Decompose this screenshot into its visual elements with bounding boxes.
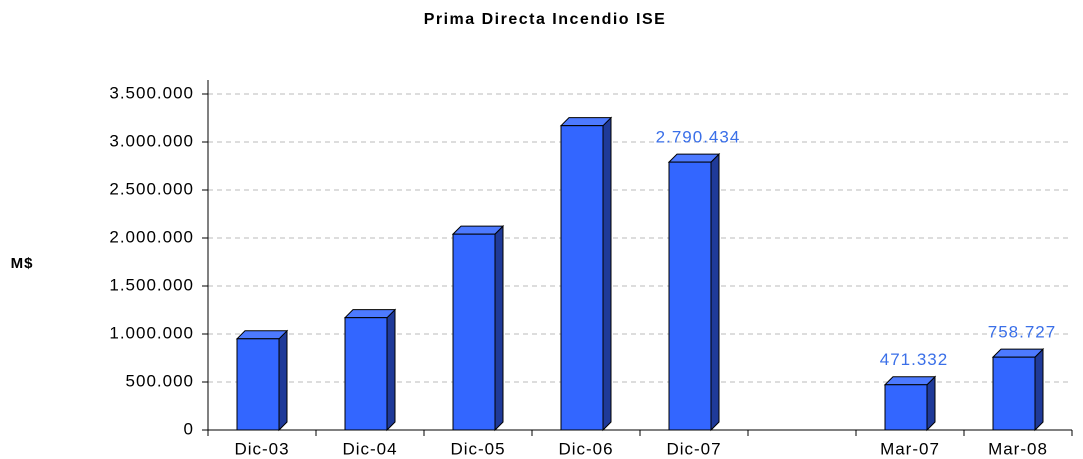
x-tick-label: Dic-07	[666, 439, 721, 458]
value-label: 471.332	[880, 350, 948, 369]
bar-side	[926, 375, 936, 432]
x-tick-label: Dic-05	[450, 439, 505, 458]
y-tick-label: 0	[184, 419, 194, 438]
bar-top	[451, 225, 505, 235]
bar-top	[235, 330, 289, 340]
bar	[668, 161, 712, 431]
y-axis-label: M$	[11, 255, 34, 272]
y-tick-label: 500.000	[126, 371, 194, 390]
bar-top	[883, 376, 937, 386]
bar-side	[494, 224, 504, 432]
bar-side	[602, 116, 612, 432]
y-tick-label: 2.500.000	[109, 179, 194, 198]
bar-top	[343, 309, 397, 319]
y-tick-label: 3.500.000	[109, 83, 194, 102]
value-label: 2.790.434	[656, 128, 741, 147]
value-label: 758.727	[988, 323, 1056, 342]
bar-top	[667, 153, 721, 163]
x-tick-label: Dic-06	[558, 439, 613, 458]
bar	[992, 356, 1036, 431]
bar	[344, 317, 388, 431]
bar-side	[386, 308, 396, 432]
y-tick-label: 1.000.000	[109, 323, 194, 342]
bar-side	[710, 152, 720, 432]
bar	[560, 125, 604, 431]
bar	[236, 338, 280, 431]
bar-top	[559, 117, 613, 127]
x-tick-label: Dic-04	[342, 439, 397, 458]
x-tick-label: Mar-08	[988, 439, 1048, 458]
chart-title: Prima Directa Incendio ISE	[424, 11, 667, 28]
x-tick-label: Mar-07	[880, 439, 940, 458]
bar-side	[278, 329, 288, 432]
y-tick-label: 2.000.000	[109, 227, 194, 246]
bar	[884, 384, 928, 431]
bar-side	[1034, 347, 1044, 432]
bar-top	[991, 348, 1045, 358]
x-tick-label: Dic-03	[234, 439, 289, 458]
y-tick-label: 3.000.000	[109, 131, 194, 150]
bar	[452, 233, 496, 431]
y-tick-label: 1.500.000	[109, 275, 194, 294]
